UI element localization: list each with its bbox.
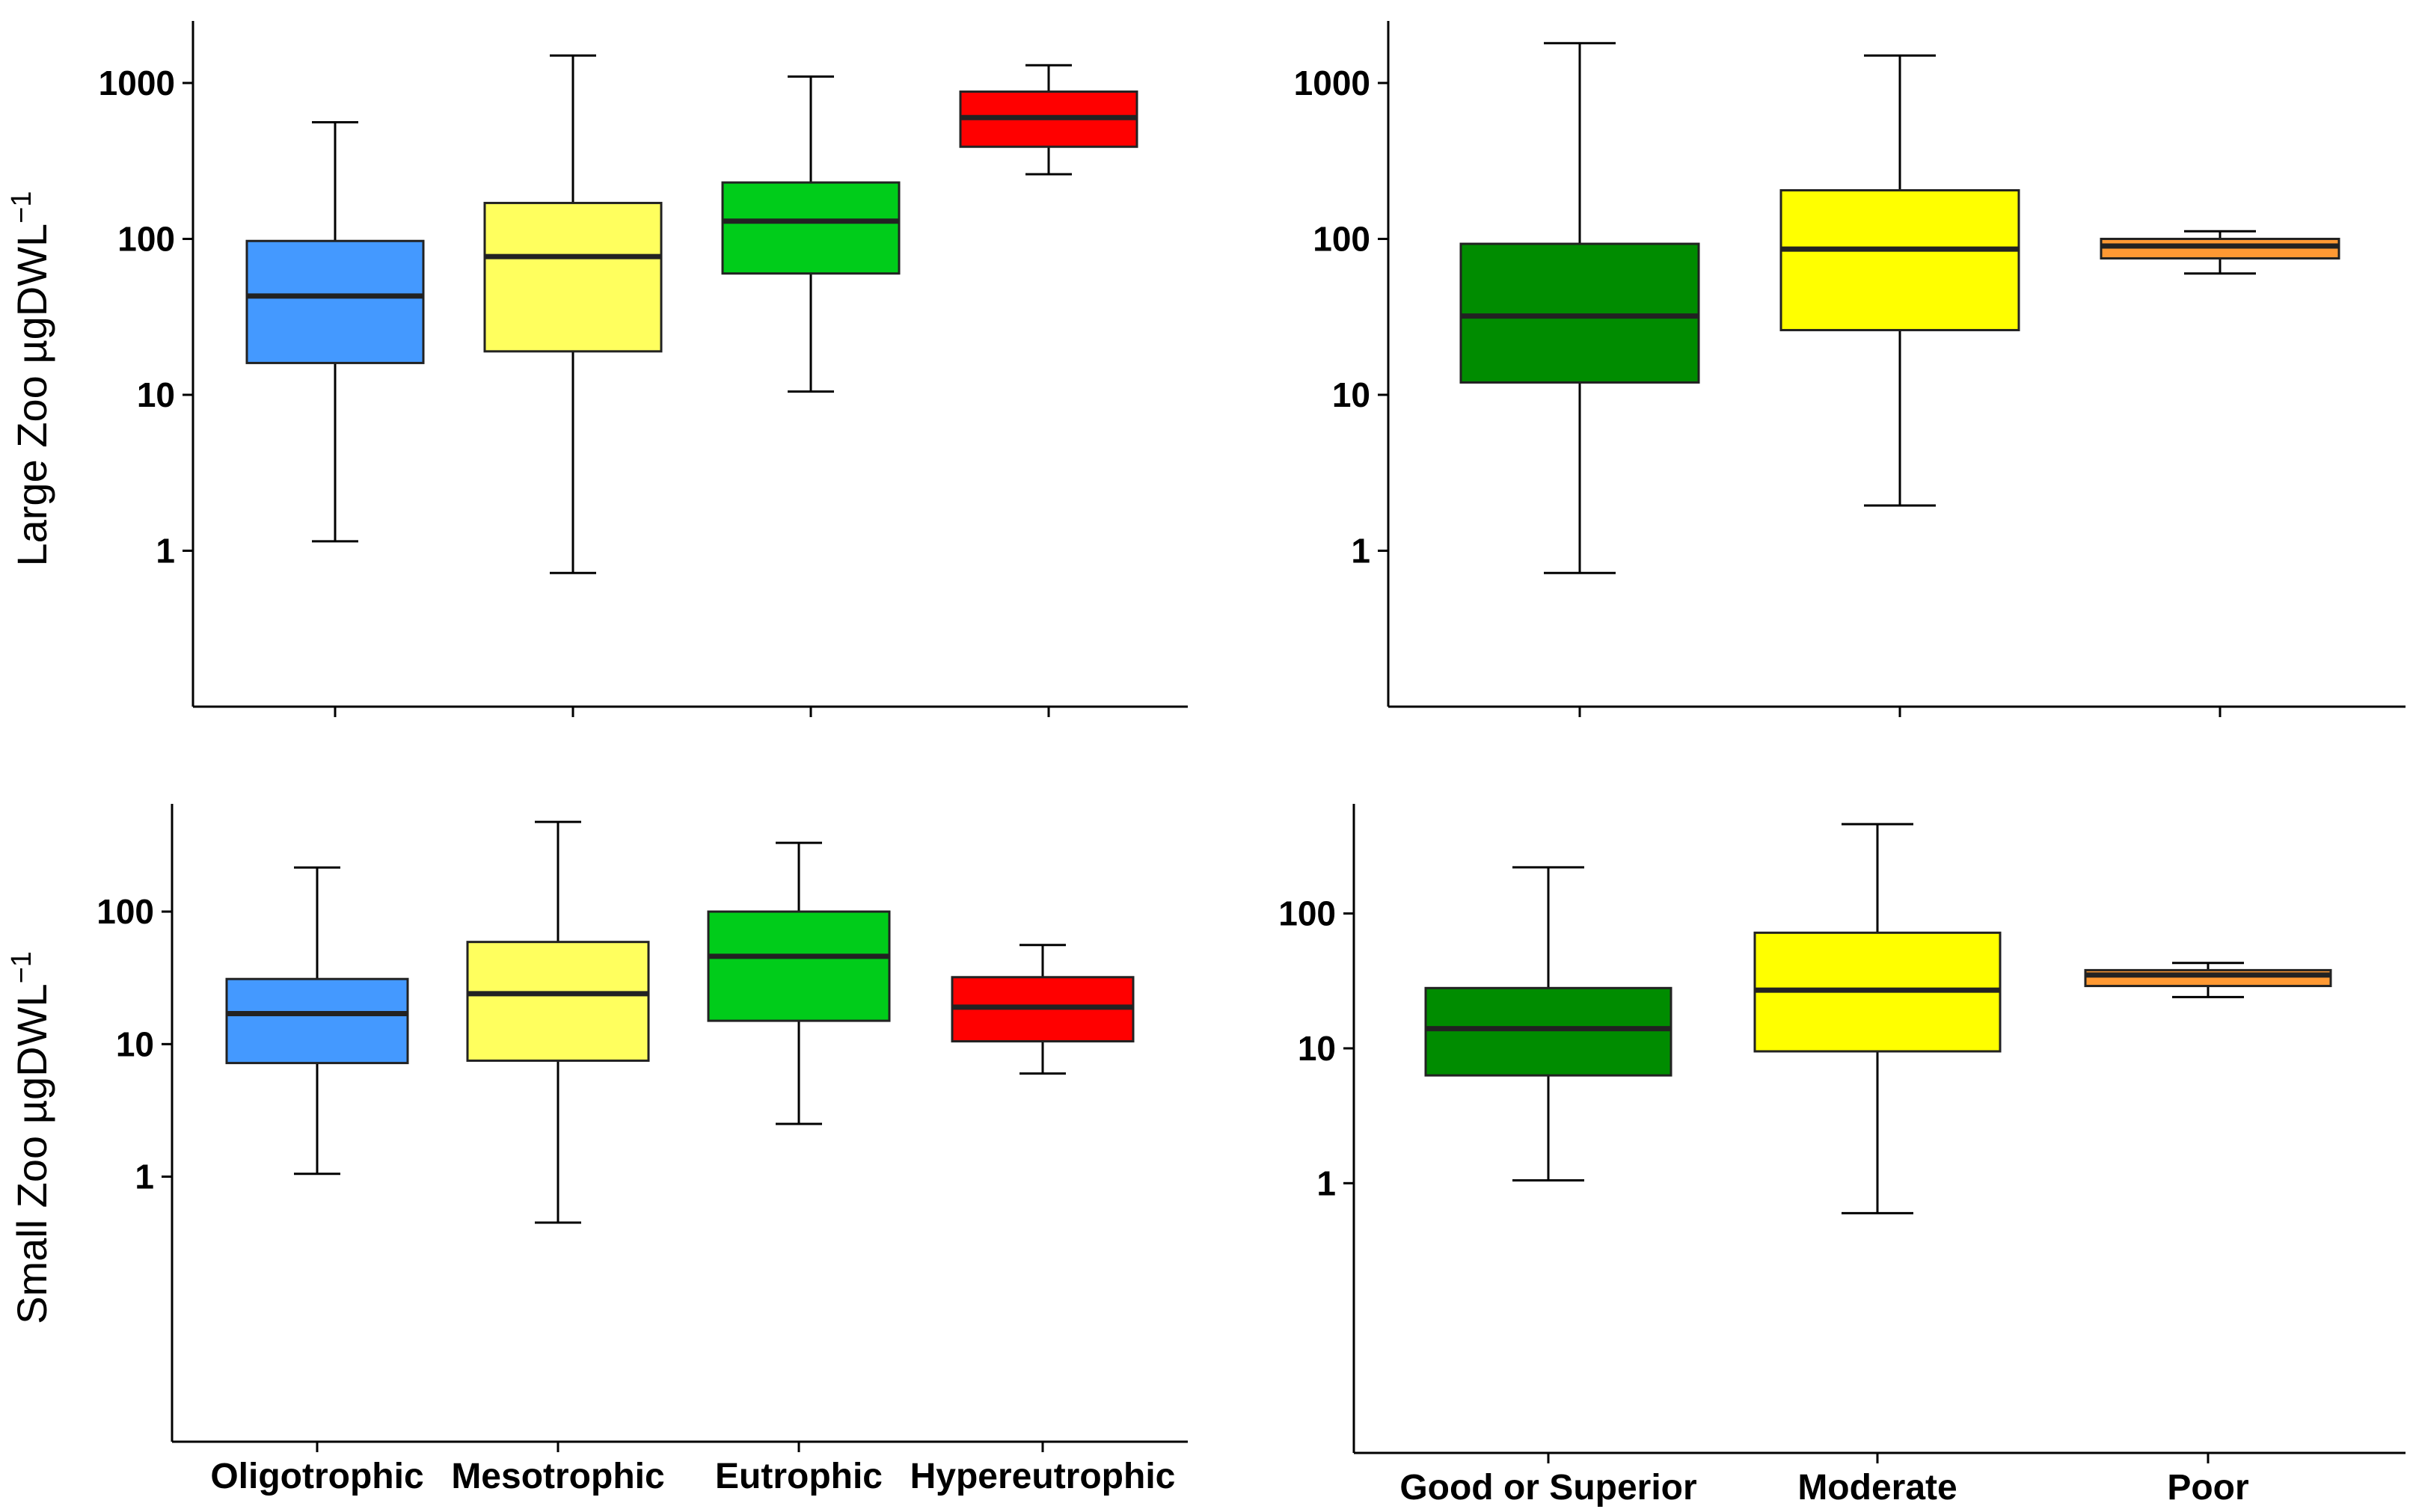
x-category-label: Good or Superior	[1399, 1468, 1696, 1508]
y-tick-label: 100	[96, 892, 154, 931]
y-tick-label: 10	[116, 1024, 154, 1063]
y-tick-label: 100	[1313, 219, 1370, 258]
box-eutrophic	[721, 181, 901, 275]
y-tick-label: 10	[1332, 375, 1370, 414]
y-tick-label: 10	[137, 375, 175, 414]
y-tick-label: 100	[117, 219, 175, 258]
box-good-or-superior	[1459, 242, 1700, 384]
y-tick-label: 100	[1278, 894, 1336, 933]
box-mesotrophic	[483, 201, 663, 353]
panel-large-zoo-quality: 1 10 100 1000	[1294, 21, 2406, 717]
box-eutrophic	[707, 910, 891, 1022]
x-category-label: Eutrophic	[715, 1457, 883, 1496]
box-oligotrophic	[245, 239, 425, 364]
x-category-label: Oligotrophic	[210, 1457, 423, 1496]
y-axis-title: Large Zoo µgDWL−1	[6, 191, 55, 566]
box-mesotrophic	[466, 941, 650, 1062]
panel-small-zoo-quality: 1 10 100 Good or Superior Moderate Poor	[1278, 804, 2406, 1508]
y-tick-label: 1	[135, 1158, 154, 1196]
panel-small-zoo-trophic: 1 10 100 Oligotrophic Mesotrophic Eutrophic Hy…	[6, 804, 1188, 1496]
x-category-label: Poor	[2167, 1468, 2248, 1508]
box-good-or-superior	[1424, 986, 1672, 1077]
y-tick-label: 1000	[1294, 64, 1370, 102]
panel-large-zoo-trophic: 1 10 100 1000 Large Zoo µgDWL−1	[6, 21, 1188, 717]
y-axis-title: Small Zoo µgDWL−1	[6, 951, 55, 1324]
x-category-label: Hypereutrophic	[910, 1457, 1176, 1496]
y-tick-label: 1	[1316, 1164, 1336, 1202]
box-moderate	[1779, 188, 2020, 331]
y-tick-label: 1000	[99, 64, 175, 102]
x-category-label: Moderate	[1797, 1468, 1957, 1508]
y-axis-title-superscript: −1	[6, 191, 37, 223]
box-oligotrophic	[225, 977, 409, 1065]
y-tick-label: 1	[156, 531, 175, 570]
x-category-label: Mesotrophic	[451, 1457, 664, 1496]
y-tick-label: 10	[1298, 1029, 1336, 1068]
y-axis-title-superscript: −1	[6, 951, 37, 983]
y-tick-label: 1	[1351, 531, 1370, 570]
